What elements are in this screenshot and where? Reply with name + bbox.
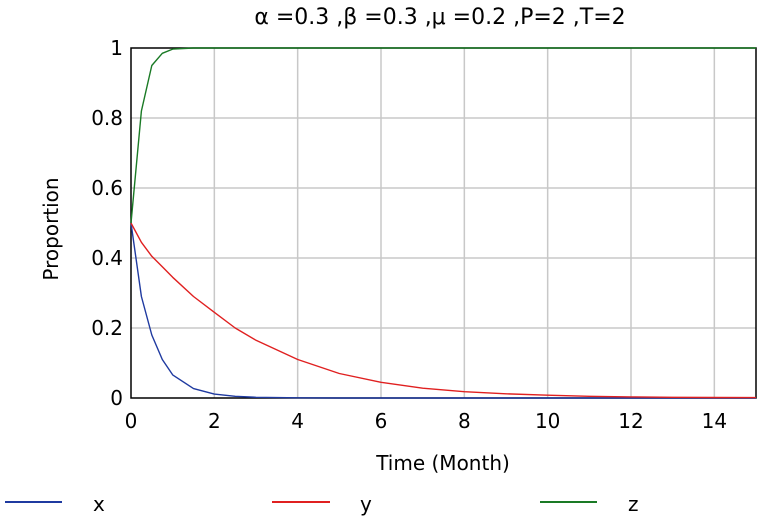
grid bbox=[131, 48, 756, 398]
legend-label-z: z bbox=[628, 492, 639, 516]
x-tick-label: 2 bbox=[208, 409, 221, 433]
x-tick-label: 4 bbox=[291, 409, 304, 433]
x-tick-label: 0 bbox=[125, 409, 138, 433]
series-line-y bbox=[130, 222, 757, 399]
plot-area-frame bbox=[130, 47, 757, 399]
chart-title: α =0.3 ,β =0.3 ,μ =0.2 ,P=2 ,T=2 bbox=[254, 5, 625, 30]
x-tick-label: 10 bbox=[535, 409, 560, 433]
x-tick-label: 14 bbox=[702, 409, 727, 433]
x-axis-label: Time (Month) bbox=[375, 451, 510, 475]
x-tick-label: 12 bbox=[618, 409, 643, 433]
x-tick-label: 8 bbox=[458, 409, 471, 433]
y-tick-label: 0.8 bbox=[91, 106, 123, 130]
x-tick-label: 6 bbox=[375, 409, 388, 433]
series-line-x bbox=[130, 222, 756, 399]
y-tick-label: 1 bbox=[110, 36, 123, 60]
series-line-z bbox=[130, 47, 756, 224]
y-axis-label: Proportion bbox=[39, 177, 63, 280]
y-tick-labels: 0 0.2 0.4 0.6 0.8 1 bbox=[91, 36, 123, 410]
legend-label-x: x bbox=[93, 492, 105, 516]
y-tick-label: 0.2 bbox=[91, 316, 123, 340]
y-tick-label: 0.6 bbox=[91, 176, 123, 200]
legend-label-y: y bbox=[360, 492, 372, 516]
series-group bbox=[130, 47, 757, 399]
y-tick-label: 0 bbox=[110, 386, 123, 410]
legend: x y z bbox=[5, 492, 639, 516]
y-tick-label: 0.4 bbox=[91, 246, 123, 270]
x-tick-labels: 0 2 4 6 8 10 12 14 bbox=[125, 409, 727, 433]
